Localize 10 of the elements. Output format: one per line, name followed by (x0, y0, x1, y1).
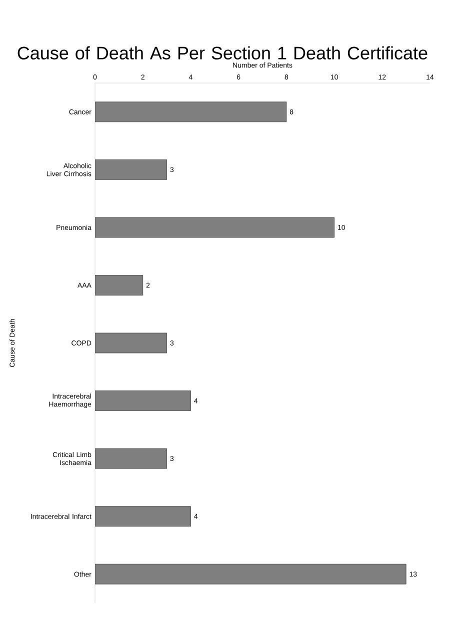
bar (95, 102, 287, 122)
bar (95, 506, 191, 527)
bar (95, 564, 406, 584)
bar (95, 217, 334, 238)
bar (95, 390, 191, 411)
bar (95, 332, 167, 354)
bar (95, 159, 167, 180)
bar (95, 275, 144, 296)
chart-title: Cause of Death As Per Section 1 Death Certificate (18, 46, 428, 60)
bar (95, 448, 167, 469)
